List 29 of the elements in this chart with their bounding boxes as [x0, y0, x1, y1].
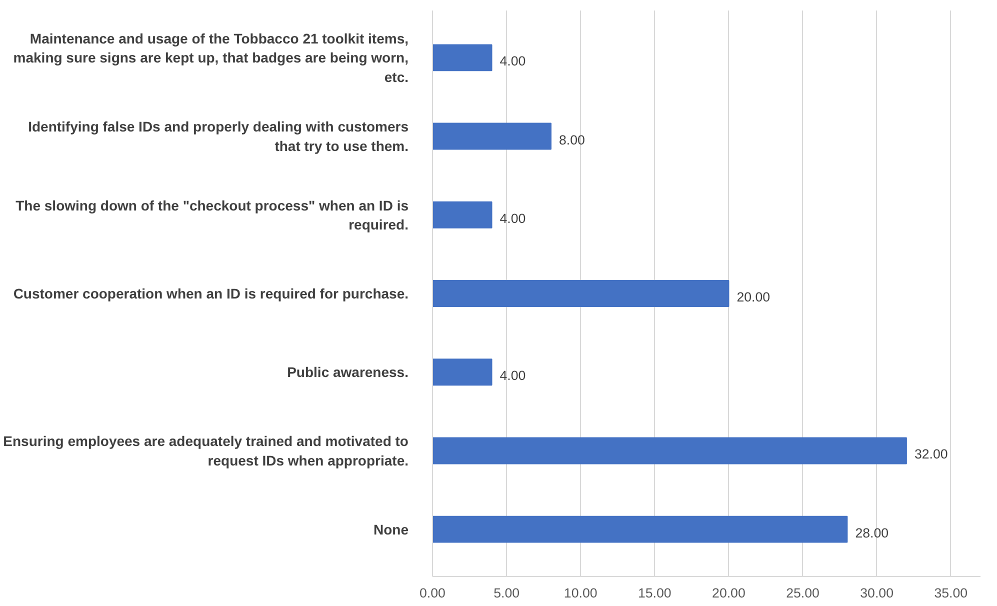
- x-tick-label: 20.00: [712, 586, 746, 600]
- x-tick-label: 10.00: [564, 586, 598, 600]
- y-tick-label: None: [374, 521, 409, 538]
- bar: [432, 516, 848, 543]
- x-tick-label: 0.00: [420, 586, 446, 600]
- bar: [432, 201, 492, 228]
- data-label: 4.00: [500, 54, 526, 69]
- data-label: 20.00: [736, 290, 770, 304]
- y-tick-label: The slowing down of the "checkout process" when an ID is required.: [16, 197, 409, 232]
- data-label: 4.00: [500, 210, 526, 226]
- bar: [432, 122, 552, 150]
- data-label: 8.00: [558, 132, 585, 148]
- x-tick-label: 25.00: [786, 586, 820, 600]
- bar: [432, 437, 907, 464]
- data-label: 4.00: [500, 368, 526, 384]
- data-label: 32.00: [914, 446, 948, 462]
- x-tick-label: 5.00: [494, 586, 520, 600]
- y-tick-label: Customer cooperation when an ID is required for purchase.: [13, 286, 408, 302]
- bar: [432, 358, 492, 386]
- bar: [432, 44, 492, 72]
- y-tick-label: Identifying false IDs and properly dealing with customers that try to use them.: [28, 118, 409, 154]
- y-tick-label: Public awareness.: [287, 364, 409, 380]
- x-tick-label: 35.00: [934, 586, 968, 600]
- y-tick-label: Ensuring employees are adequately trained and motivated to request IDs when appropriate.: [3, 433, 409, 468]
- data-label: 28.00: [855, 525, 889, 540]
- y-tick-label: Maintenance and usage of the Tobbacco 21 toolkit items, making sure signs are kept up, that badges are being worn, etc.: [13, 30, 409, 85]
- x-tick-label: 30.00: [860, 586, 894, 600]
- x-tick-label: 15.00: [638, 586, 672, 600]
- bar: [432, 280, 730, 307]
